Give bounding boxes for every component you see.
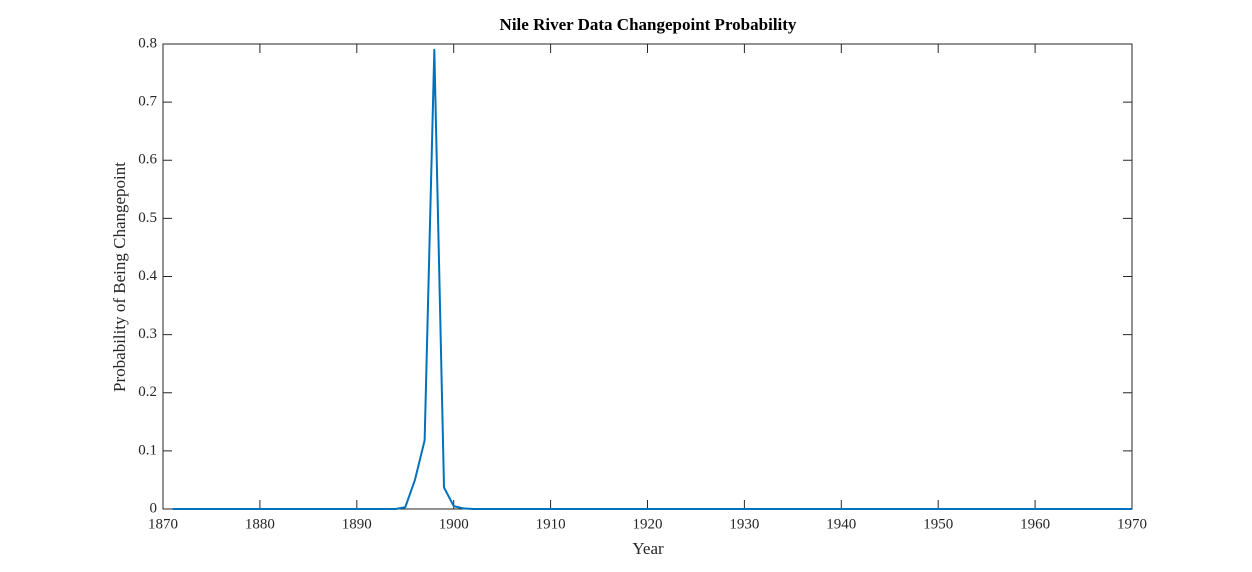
y-tick-label: 0.7 bbox=[138, 94, 157, 110]
y-tick-label: 0.4 bbox=[138, 268, 157, 284]
x-tick-label: 1910 bbox=[536, 516, 566, 532]
y-tick-label: 0.6 bbox=[138, 152, 157, 168]
data-line bbox=[172, 48, 1132, 510]
y-tick-label: 0.1 bbox=[138, 442, 157, 458]
x-axis-label: Year bbox=[632, 539, 664, 558]
y-tick-label: 0.3 bbox=[138, 326, 157, 342]
x-tick-label: 1930 bbox=[729, 516, 759, 532]
x-tick-label: 1900 bbox=[439, 516, 469, 532]
x-tick-label: 1960 bbox=[1020, 516, 1050, 532]
chart-title: Nile River Data Changepoint Probability bbox=[500, 15, 797, 34]
y-tick-label: 0.2 bbox=[138, 384, 157, 400]
x-tick-label: 1870 bbox=[148, 516, 178, 532]
x-tick-label: 1970 bbox=[1117, 516, 1147, 532]
y-tick-label: 0.5 bbox=[138, 210, 157, 226]
x-tick-label: 1920 bbox=[633, 516, 663, 532]
x-tick-label: 1890 bbox=[342, 516, 372, 532]
plot-frame bbox=[162, 43, 1133, 510]
x-tick-label: 1950 bbox=[923, 516, 953, 532]
x-tick-label: 1940 bbox=[826, 516, 856, 532]
y-tick-label: 0.8 bbox=[138, 35, 157, 51]
y-tick-label: 0 bbox=[150, 500, 158, 516]
x-tick-label: 1880 bbox=[245, 516, 275, 532]
y-axis-label: Probability of Being Changepoint bbox=[110, 162, 129, 392]
